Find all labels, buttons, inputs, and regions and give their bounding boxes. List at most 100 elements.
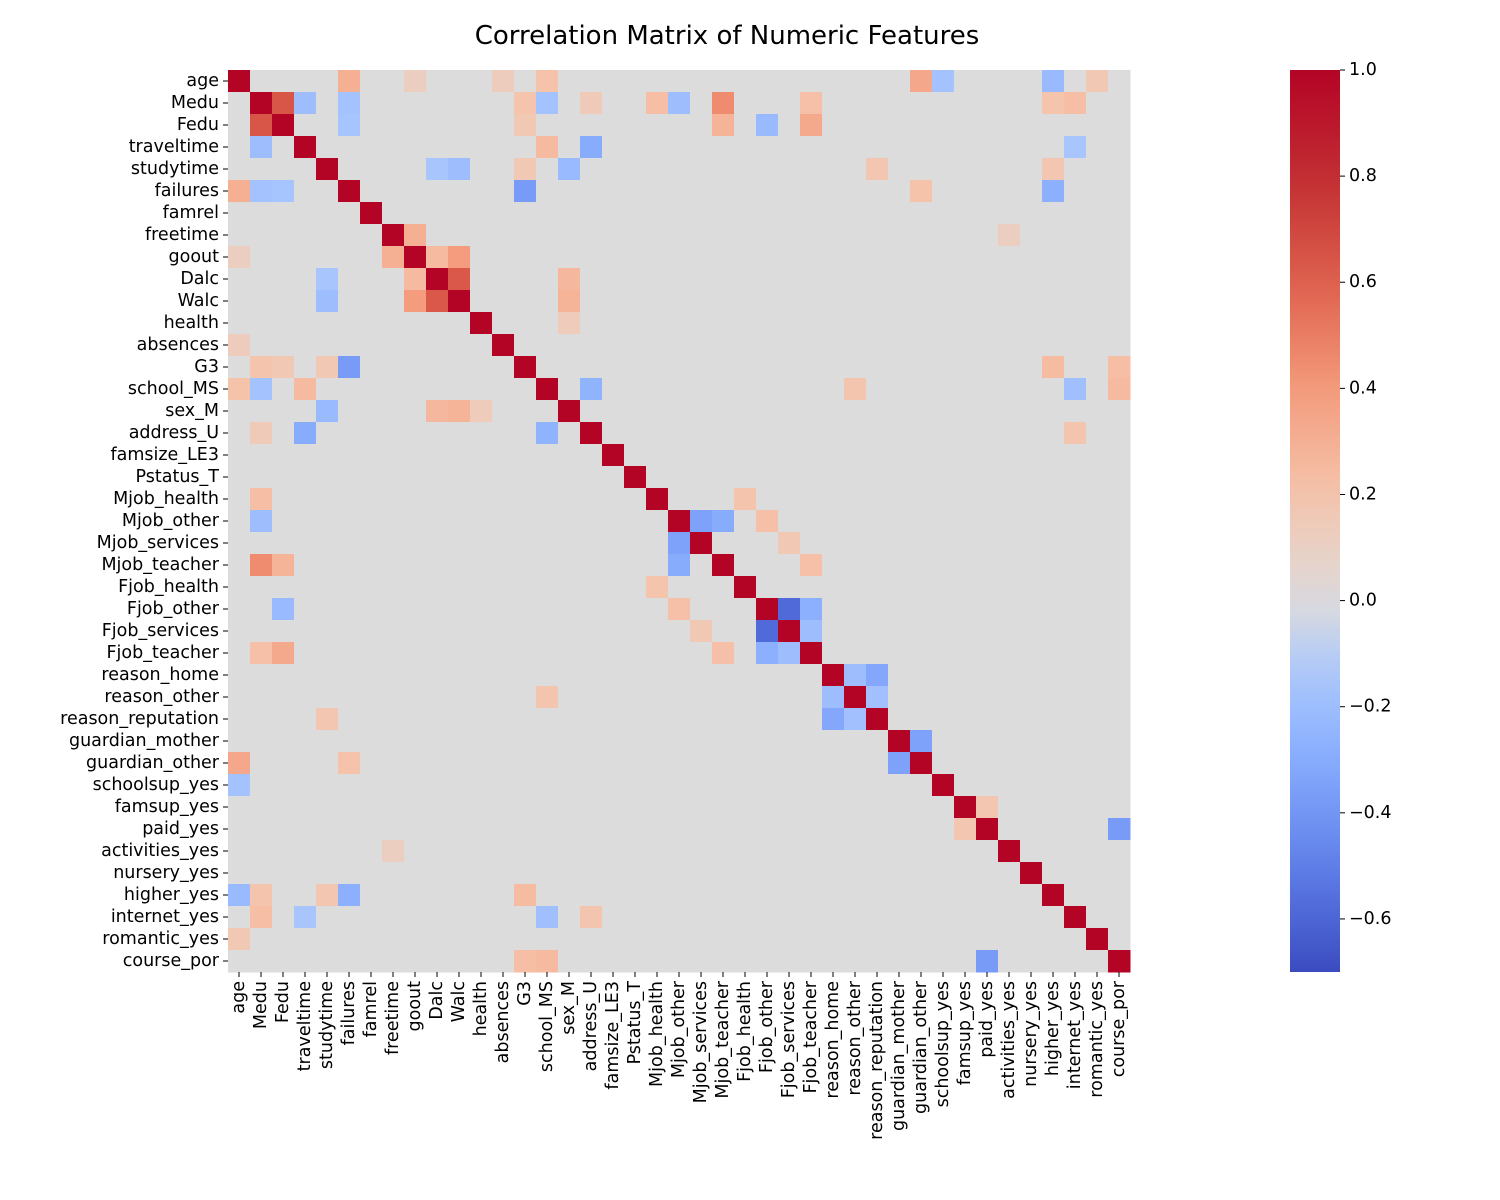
heatmap-cell <box>404 862 427 885</box>
heatmap-cell <box>558 224 581 247</box>
heatmap-cell <box>998 466 1021 489</box>
heatmap-cell <box>426 312 449 335</box>
heatmap-cell <box>492 928 515 951</box>
heatmap-cell <box>646 840 669 863</box>
heatmap-cell <box>448 312 471 335</box>
heatmap-cell <box>294 400 317 423</box>
heatmap-cell <box>646 246 669 269</box>
heatmap-cell <box>668 378 691 401</box>
heatmap-cell <box>976 158 999 181</box>
heatmap-cell <box>294 202 317 225</box>
heatmap-cell <box>558 598 581 621</box>
heatmap-cell <box>690 334 713 357</box>
heatmap-cell <box>954 444 977 467</box>
heatmap-cell <box>580 532 603 555</box>
heatmap-cell <box>382 532 405 555</box>
heatmap-cell <box>404 818 427 841</box>
heatmap-cell <box>404 796 427 819</box>
heatmap-cell <box>712 730 735 753</box>
heatmap-cell <box>426 246 449 269</box>
heatmap-cell <box>954 620 977 643</box>
heatmap-cell <box>580 158 603 181</box>
heatmap-cell <box>910 840 933 863</box>
heatmap-cell <box>800 686 823 709</box>
heatmap-cell <box>954 818 977 841</box>
heatmap-cell <box>888 70 911 93</box>
heatmap-cell <box>382 92 405 115</box>
colorbar-gradient <box>1290 70 1340 972</box>
heatmap-cell <box>228 752 251 775</box>
heatmap-cell <box>272 92 295 115</box>
heatmap-cell <box>338 730 361 753</box>
heatmap-cell <box>448 400 471 423</box>
heatmap-cell <box>932 884 955 907</box>
heatmap-cell <box>800 752 823 775</box>
heatmap-cell <box>272 378 295 401</box>
heatmap-cell <box>800 664 823 687</box>
heatmap-cell <box>800 290 823 313</box>
heatmap-cell <box>1020 554 1043 577</box>
heatmap-cell <box>404 312 427 335</box>
heatmap-cell <box>646 290 669 313</box>
heatmap-cell <box>976 466 999 489</box>
heatmap-cell <box>1042 708 1065 731</box>
heatmap-cell <box>1108 818 1131 841</box>
heatmap-cell <box>932 334 955 357</box>
heatmap-cell <box>646 488 669 511</box>
heatmap-cell <box>382 796 405 819</box>
heatmap-cell <box>558 92 581 115</box>
heatmap-cell <box>844 840 867 863</box>
heatmap-cell <box>822 884 845 907</box>
heatmap-cell <box>690 444 713 467</box>
heatmap-cell <box>932 752 955 775</box>
heatmap-cell <box>734 510 757 533</box>
y-tick-label: Mjob_other <box>122 511 220 531</box>
heatmap-cell <box>360 620 383 643</box>
heatmap-cell <box>316 774 339 797</box>
heatmap-cell <box>778 796 801 819</box>
x-tick-label: absences <box>493 981 513 1063</box>
heatmap-cell <box>866 906 889 929</box>
heatmap-cell <box>998 158 1021 181</box>
heatmap-cell <box>602 554 625 577</box>
heatmap-cell <box>712 70 735 93</box>
heatmap-cell <box>646 268 669 291</box>
heatmap-cell <box>404 180 427 203</box>
heatmap-cell <box>580 840 603 863</box>
heatmap-cell <box>976 246 999 269</box>
heatmap-cell <box>844 334 867 357</box>
x-tick-label: guardian_mother <box>889 980 909 1131</box>
heatmap-cell <box>646 818 669 841</box>
heatmap-cell <box>800 180 823 203</box>
heatmap-cell <box>228 312 251 335</box>
heatmap-cell <box>602 422 625 445</box>
heatmap-cell <box>1020 928 1043 951</box>
y-tick-label: health <box>164 313 219 333</box>
heatmap-cell <box>514 906 537 929</box>
heatmap-cell <box>866 510 889 533</box>
heatmap-cell <box>492 774 515 797</box>
heatmap-cell <box>800 224 823 247</box>
heatmap-cell <box>712 664 735 687</box>
heatmap-cell <box>492 114 515 137</box>
heatmap-cell <box>580 686 603 709</box>
heatmap-cell <box>866 620 889 643</box>
heatmap-cell <box>976 268 999 291</box>
heatmap-cell <box>250 334 273 357</box>
x-tick-label: Fedu <box>273 981 293 1023</box>
heatmap-cell <box>360 708 383 731</box>
heatmap-cell <box>558 840 581 863</box>
heatmap-cell <box>602 158 625 181</box>
heatmap-cell <box>998 840 1021 863</box>
heatmap-cell <box>404 114 427 137</box>
heatmap-cell <box>250 752 273 775</box>
heatmap-cell <box>470 114 493 137</box>
heatmap-cell <box>580 510 603 533</box>
heatmap-cell <box>712 840 735 863</box>
heatmap-cell <box>734 686 757 709</box>
heatmap-cell <box>536 576 559 599</box>
heatmap-cell <box>888 444 911 467</box>
heatmap-cell <box>272 884 295 907</box>
heatmap-cell <box>690 356 713 379</box>
